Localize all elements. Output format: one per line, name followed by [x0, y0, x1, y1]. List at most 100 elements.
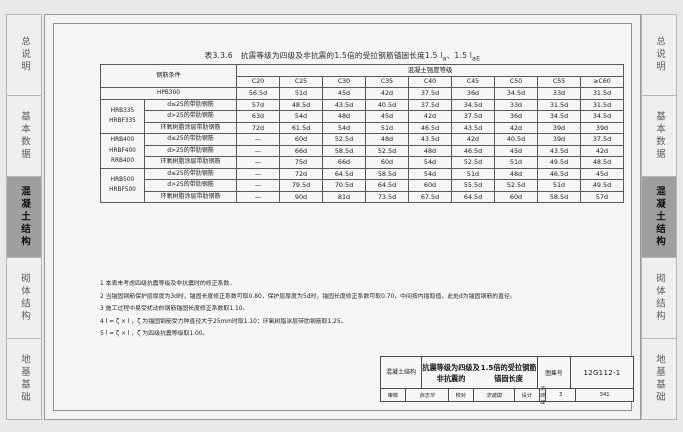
tab-label: 基本数据	[654, 111, 665, 161]
checker-signature: 李建国	[474, 389, 515, 401]
header-c45: C45	[451, 75, 495, 88]
sidebar-item-masonry-structure[interactable]: 砌体结构	[7, 258, 41, 339]
table-row: d>25的带肋钢筋 — 79.5d 70.5d 64.5d 60d 55.5d …	[101, 179, 625, 192]
sidebar-item-general-notes[interactable]: 总说明	[7, 15, 41, 96]
cell-value: 52.5d	[365, 144, 409, 157]
table-row: 环氧树脂涂层带肋钢筋 — 90d 81d 73.5d 67.5d 64.5d 6…	[101, 190, 625, 203]
cell-value: 43.5d	[322, 98, 366, 111]
sidebar-item-foundation[interactable]: 地基基础	[7, 339, 41, 419]
cell-value: 57d	[236, 98, 280, 111]
rebar-condition: 环氧树脂涂层带肋钢筋	[144, 156, 237, 169]
cell-value: 64.5d	[365, 179, 409, 192]
cell-value: —	[236, 133, 280, 146]
sidebar-item-masonry-structure-right[interactable]: 砌体结构	[642, 258, 676, 339]
page-label: 3	[546, 389, 577, 401]
cell-value: 51d	[279, 87, 323, 100]
note-item-4: 4 l = ζ × l ，ζ 为锚固钢筋受力种直径大于25mm时取1.10；环氧…	[100, 318, 347, 325]
cell-value: 46.5d	[537, 167, 581, 180]
cell-value: 55.5d	[451, 179, 495, 192]
tab-label: 混凝土结构	[19, 185, 30, 249]
title-block: 混凝土 结构 抗震等级为四级及非抗震的 1.5倍的受拉钢筋锚固长度 图集号 12G1…	[380, 356, 634, 406]
cell-value: 57d	[579, 190, 625, 203]
table-header-row-1: 钢筋条件 混凝土强度等级	[100, 64, 625, 88]
cell-value: 64.5d	[451, 190, 495, 203]
tab-label: 混凝土结构	[654, 185, 665, 249]
cell-value: 48d	[408, 144, 452, 157]
sidebar-item-concrete-structure-right[interactable]: 混凝土结构	[642, 177, 676, 258]
tab-label: 砌体结构	[654, 273, 665, 323]
rebar-condition: 环氧树脂涂层带肋钢筋	[144, 190, 237, 203]
sidebar-item-basic-data[interactable]: 基本数据	[7, 96, 41, 177]
table-number: 表3.3.6	[204, 51, 233, 60]
cell-value: 45d	[322, 87, 366, 100]
sidebar-item-concrete-structure[interactable]: 混凝土结构	[7, 177, 41, 258]
table-caption-text: 抗震等级为四级及非抗震的1.5倍的受拉钢筋锚固长度1.5 l	[240, 51, 443, 60]
cell-value: 70.5d	[322, 179, 366, 192]
table-caption-mid: 、1.5 l	[446, 51, 473, 60]
cell-value: 43.5d	[451, 121, 495, 134]
cell-value: 52.5d	[322, 133, 366, 146]
tab-label: 地基基础	[19, 354, 30, 404]
cell-value: 75d	[279, 156, 323, 169]
tab-label: 地基基础	[654, 354, 665, 404]
grade-line-2: HRBF500	[109, 187, 136, 194]
cell-value: 60d	[494, 190, 538, 203]
header-c25: C25	[279, 75, 323, 88]
cell-value: 64.5d	[322, 167, 366, 180]
header-c30: C30	[322, 75, 366, 88]
cell-value: 66d	[322, 156, 366, 169]
cell-value: 39d	[579, 121, 625, 134]
cell-value: 36d	[451, 87, 495, 100]
cell-value: 52.5d	[494, 179, 538, 192]
grade-line-1: HRB335	[110, 107, 135, 114]
sidebar-item-basic-data-right[interactable]: 基本数据	[642, 96, 676, 177]
cell-value: 54d	[279, 110, 323, 123]
sheet-border: 表3.3.6 抗震等级为四级及非抗震的1.5倍的受拉钢筋锚固长度1.5 la、1.…	[53, 23, 634, 411]
cell-value: 58.5d	[365, 167, 409, 180]
cell-value: 63d	[236, 110, 280, 123]
cell-value: 37.5d	[451, 110, 495, 123]
rebar-condition: d>25的带肋钢筋	[144, 110, 237, 123]
cell-value: 72d	[279, 167, 323, 180]
cell-value: 51d	[537, 179, 581, 192]
cell-value: 33d	[494, 98, 538, 111]
cell-value: 33d	[537, 87, 581, 100]
title-block-code-value: 12G112-1	[583, 368, 621, 377]
drawing-sheet: 表3.3.6 抗震等级为四级及非抗震的1.5倍的受拉钢筋锚固长度1.5 la、1.…	[44, 14, 641, 420]
rebar-grade-hpb300: HPB300	[100, 87, 237, 100]
drawing-name-line-1: 抗震等级为四级及非抗震的	[422, 362, 480, 383]
checker-label: 校对	[449, 389, 474, 401]
cell-value: 34.5d	[451, 98, 495, 111]
cell-value: 45d	[494, 144, 538, 157]
sidebar-item-general-notes-right[interactable]: 总说明	[642, 15, 676, 96]
cell-value: 49.5d	[537, 156, 581, 169]
grade-line-2: HRBF335	[109, 118, 136, 125]
cell-value: 58.5d	[322, 144, 366, 157]
cell-value: 31.5d	[579, 87, 625, 100]
cell-value: 48d	[322, 110, 366, 123]
cell-value: 39d	[537, 121, 581, 134]
header-c40: C40	[408, 75, 452, 88]
cell-value: 81d	[322, 190, 366, 203]
header-concrete-grade-group: 混凝土强度等级	[235, 64, 625, 77]
grade-line-1: HRB500	[110, 176, 135, 183]
cell-value: 45d	[365, 110, 409, 123]
header-c35: C35	[365, 75, 409, 88]
cell-value: 51d	[494, 156, 538, 169]
approver-label: 审核	[381, 389, 406, 401]
rebar-condition: d>25的带肋钢筋	[144, 179, 237, 192]
note-item-2: 2 当锚固钢筋保护层厚度为3d时，锚固长度修正系数可取0.80，保护层厚度为5d…	[100, 293, 516, 300]
sidebar-item-foundation-right[interactable]: 地基基础	[642, 339, 676, 419]
cell-value: 48d	[494, 167, 538, 180]
tab-label: 总说明	[654, 36, 665, 74]
approver-signature: 张志华	[406, 389, 449, 401]
cell-value: 36d	[494, 110, 538, 123]
cell-value: 60d	[365, 156, 409, 169]
header-c60: ≥C60	[579, 75, 625, 88]
cell-value: 51d	[451, 167, 495, 180]
drawing-name-line-2: 1.5倍的受拉钢筋锚固长度	[480, 362, 537, 383]
cell-value: 73.5d	[365, 190, 409, 203]
cell-value: 46.5d	[408, 121, 452, 134]
cell-value: 34.5d	[537, 110, 581, 123]
cell-value: 60d	[408, 179, 452, 192]
